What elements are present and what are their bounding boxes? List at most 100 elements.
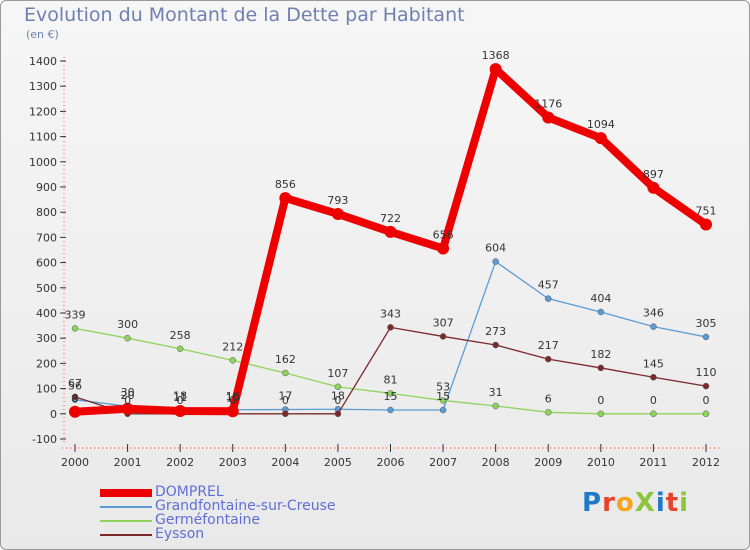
data-label: 17 <box>278 390 292 403</box>
data-point <box>334 383 342 391</box>
y-tick-label: 700 <box>36 231 57 244</box>
y-tick-label: 1000 <box>29 156 57 169</box>
data-point <box>542 111 555 124</box>
data-point <box>69 405 81 418</box>
data-label: 10 <box>226 391 240 404</box>
data-label: 107 <box>327 367 348 380</box>
data-label: 0 <box>650 394 657 407</box>
y-tick-label: 400 <box>36 307 57 320</box>
data-point <box>387 324 394 331</box>
data-point <box>597 410 605 418</box>
legend-label: Germéfontaine <box>155 512 261 528</box>
data-label: 0 <box>177 394 184 407</box>
logo-letter: r <box>602 488 616 518</box>
legend-label: Grandfontaine-sur-Creuse <box>155 498 336 514</box>
data-point <box>650 410 657 418</box>
y-tick-label: 900 <box>36 181 57 194</box>
y-tick-label: 1100 <box>29 131 57 144</box>
y-tick-label: 300 <box>36 332 57 345</box>
data-label: 404 <box>590 292 611 305</box>
data-point <box>489 63 502 76</box>
data-label: 722 <box>380 212 401 225</box>
data-label: 20 <box>121 389 135 402</box>
data-label: 0 <box>597 394 604 407</box>
y-tick-label: 100 <box>36 383 57 396</box>
data-label: 457 <box>538 279 559 292</box>
data-label: 339 <box>65 308 86 321</box>
data-point <box>384 225 397 238</box>
logo-letter: i <box>679 488 690 518</box>
data-point <box>650 374 657 381</box>
data-point <box>174 405 187 418</box>
chart-title: Evolution du Montant de la Dette par Hab… <box>24 4 465 26</box>
data-point <box>71 325 79 332</box>
data-point <box>545 409 552 416</box>
data-point <box>229 357 236 364</box>
data-point <box>282 369 289 377</box>
data-point <box>331 207 344 220</box>
logo-letter: X <box>634 488 656 518</box>
data-label: 0 <box>124 394 131 407</box>
data-label: 212 <box>222 340 243 353</box>
data-label: 0 <box>703 394 710 407</box>
x-tick-label: 2002 <box>166 456 194 469</box>
data-point <box>176 345 184 353</box>
data-point <box>387 406 394 414</box>
y-tick-label: 500 <box>36 282 57 295</box>
legend-label: Eysson <box>155 526 205 542</box>
data-point <box>124 334 131 342</box>
legend-swatch <box>100 520 152 522</box>
data-point <box>439 406 447 414</box>
legend-label: DOMPREL <box>155 484 224 500</box>
data-label: 15 <box>384 390 398 403</box>
data-label: 217 <box>538 339 559 352</box>
x-tick-label: 2008 <box>482 456 510 469</box>
data-label: 15 <box>436 390 450 403</box>
data-label: 1176 <box>534 97 562 110</box>
data-point <box>597 308 605 316</box>
data-point <box>650 323 657 330</box>
logo-letter: i <box>655 488 666 518</box>
x-tick-label: 2006 <box>377 456 405 469</box>
logo-letter: P <box>582 488 603 518</box>
data-point <box>492 341 499 349</box>
data-label: 258 <box>170 329 191 342</box>
x-tick-label: 2005 <box>324 456 352 469</box>
data-label: 8 <box>72 392 79 405</box>
data-point <box>121 402 134 415</box>
data-label: 1094 <box>587 118 615 131</box>
data-point <box>71 393 79 401</box>
data-label: 1368 <box>482 49 510 62</box>
data-point <box>439 333 447 340</box>
data-label: 67 <box>68 377 82 390</box>
y-tick-label: 600 <box>36 257 57 270</box>
data-point <box>439 397 447 404</box>
x-tick-label: 2000 <box>61 456 89 469</box>
data-label: 145 <box>643 357 664 370</box>
data-label: 0 <box>282 394 289 407</box>
data-point <box>702 410 710 418</box>
data-point <box>702 333 710 341</box>
y-tick-label: 1300 <box>29 80 57 93</box>
data-label: 751 <box>696 205 717 218</box>
data-label: 343 <box>380 307 401 320</box>
data-label: 11 <box>173 391 187 404</box>
data-point <box>279 192 292 205</box>
data-point <box>226 405 239 418</box>
data-label: 18 <box>173 389 187 402</box>
data-label: 182 <box>590 348 611 361</box>
data-point <box>334 410 342 418</box>
data-label: 6 <box>545 392 552 405</box>
data-point <box>282 410 289 418</box>
data-point <box>700 218 712 231</box>
data-label: 0 <box>229 394 236 407</box>
data-label: 604 <box>485 242 506 255</box>
data-point <box>545 295 552 302</box>
data-label: 793 <box>327 194 348 207</box>
x-tick-label: 2012 <box>692 456 720 469</box>
data-label: 16 <box>226 390 240 403</box>
series-germ-fontaine <box>71 325 710 418</box>
data-point <box>492 258 499 265</box>
data-point <box>492 402 499 410</box>
